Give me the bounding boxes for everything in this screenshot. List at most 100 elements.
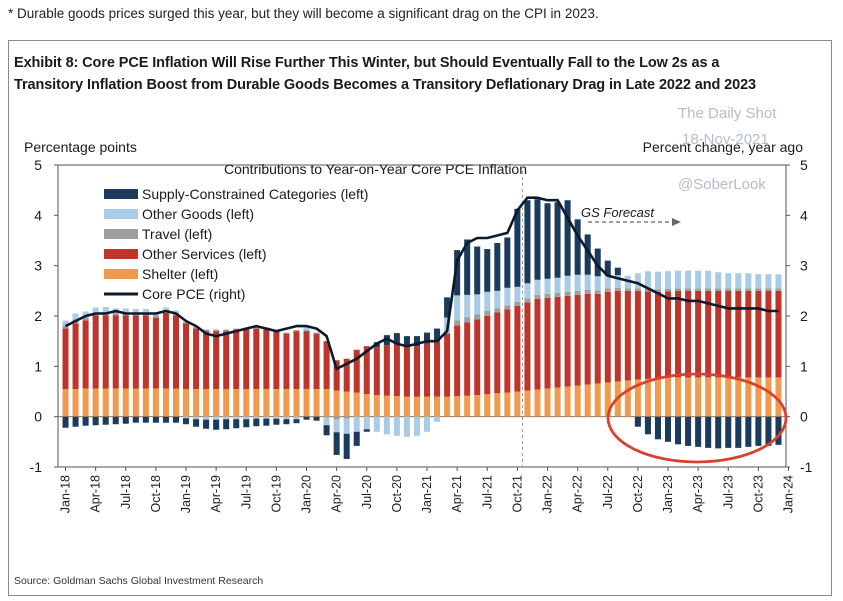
x-tick-label: Apr-23: [691, 475, 705, 513]
bar-travel: [484, 310, 491, 316]
x-tick-label: Oct-21: [510, 475, 524, 513]
bar-other_goods: [62, 320, 69, 326]
bar-other_goods: [514, 286, 521, 302]
bar-shelter: [142, 388, 149, 417]
legend-label-core-pce: Core PCE (right): [142, 286, 245, 302]
bar-supply: [654, 416, 661, 440]
y-left-tick-label: 4: [34, 207, 42, 223]
bar-travel: [464, 317, 471, 323]
bar-shelter: [223, 388, 230, 417]
bar-shelter: [524, 390, 531, 417]
bar-shelter: [765, 377, 772, 417]
bar-supply: [675, 416, 682, 445]
bar-travel: [293, 330, 300, 332]
bar-supply: [303, 416, 310, 420]
bar-shelter: [62, 388, 69, 417]
bar-shelter: [514, 391, 521, 417]
bar-supply: [745, 416, 752, 447]
bar-travel: [504, 305, 511, 310]
bar-other_goods: [393, 416, 400, 436]
x-tick-label: Oct-19: [269, 475, 283, 513]
bar-supply: [564, 200, 571, 276]
bar-other_goods: [263, 416, 270, 419]
bar-travel: [554, 292, 561, 297]
bar-other_services: [333, 360, 340, 391]
bar-shelter: [494, 393, 501, 417]
bar-supply: [62, 416, 69, 428]
bar-supply: [584, 234, 591, 275]
bar-other_goods: [584, 274, 591, 290]
bar-other_goods: [72, 313, 79, 320]
bar-other_services: [62, 328, 69, 389]
bar-other_goods: [574, 274, 581, 291]
bar-shelter: [102, 388, 109, 417]
bar-shelter: [303, 388, 310, 417]
bar-supply: [554, 202, 561, 278]
bar-supply: [323, 425, 330, 436]
bar-travel: [644, 288, 651, 292]
x-tick-label: Jan-18: [59, 475, 73, 513]
bar-other_services: [755, 290, 762, 378]
line-core-pce: [64, 196, 779, 371]
bar-travel: [614, 287, 621, 291]
bar-travel: [574, 290, 581, 295]
bar-other_services: [383, 345, 390, 396]
x-tick-label: Jul-18: [119, 475, 133, 509]
bar-travel: [112, 312, 119, 316]
bar-shelter: [132, 388, 139, 417]
watermark-handle: @SoberLook: [678, 176, 766, 193]
bar-shelter: [313, 388, 320, 417]
bar-shelter: [323, 388, 330, 417]
bar-supply: [253, 418, 260, 427]
bar-other_goods: [755, 274, 762, 289]
bar-shelter: [193, 388, 200, 417]
bar-other_goods: [604, 275, 611, 289]
highlight-circle: [606, 372, 788, 464]
bar-travel: [474, 314, 481, 320]
x-tick-label: Jan-19: [179, 475, 193, 513]
bar-other_goods: [494, 290, 501, 309]
bar-other_services: [665, 291, 672, 378]
bar-shelter: [464, 395, 471, 417]
bar-supply: [614, 267, 621, 276]
bar-supply: [333, 432, 340, 455]
bar-shelter: [584, 384, 591, 417]
bar-supply: [363, 429, 370, 432]
bar-shelter: [293, 388, 300, 417]
bar-shelter: [544, 388, 551, 417]
bar-travel: [775, 288, 782, 291]
x-tick-label: Jan-20: [300, 475, 314, 513]
bar-travel: [685, 288, 692, 291]
legend-swatch-shelter: [104, 269, 138, 279]
x-tick-label: Apr-20: [330, 475, 344, 513]
bar-supply: [263, 418, 270, 426]
bar-other_goods: [695, 270, 702, 289]
bar-supply: [112, 416, 119, 425]
bar-supply: [644, 416, 651, 435]
bar-other_goods: [333, 419, 340, 433]
bar-other_goods: [614, 275, 621, 288]
annotation-arrow-head: [672, 218, 681, 226]
bar-other_services: [735, 290, 742, 378]
bar-shelter: [92, 388, 99, 417]
bar-other_goods: [162, 307, 169, 311]
bar-travel: [183, 322, 190, 324]
bar-other_goods: [413, 416, 420, 436]
x-tick-label: Oct-23: [751, 475, 765, 513]
y-left-tick-label: 0: [34, 409, 42, 425]
bar-travel: [313, 332, 320, 334]
bar-travel: [725, 288, 732, 291]
bar-supply: [403, 336, 410, 347]
y-left-tick-label: 5: [34, 157, 42, 173]
x-tick-label: Apr-21: [450, 475, 464, 513]
bar-other_goods: [172, 310, 179, 313]
bar-travel: [705, 288, 712, 291]
bar-other_services: [253, 328, 260, 389]
bar-travel: [323, 416, 330, 418]
bar-travel: [193, 327, 200, 329]
bar-other_services: [695, 290, 702, 378]
bar-supply: [172, 416, 179, 423]
bar-other_services: [313, 333, 320, 389]
chart-subtitle: Contributions to Year-on-Year Core PCE I…: [224, 161, 527, 177]
x-tick-label: Oct-20: [390, 475, 404, 513]
